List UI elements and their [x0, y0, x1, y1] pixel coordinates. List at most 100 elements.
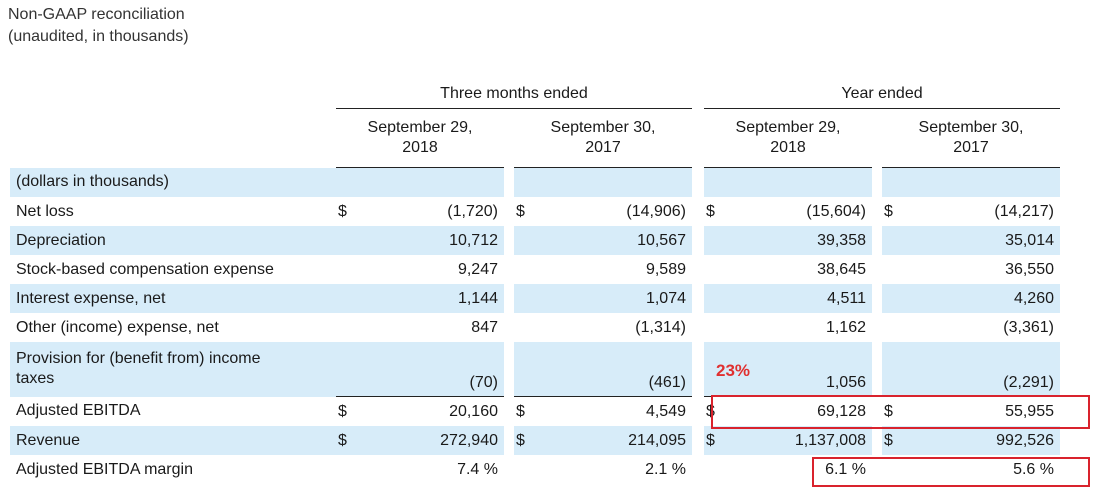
value-cell: 10,567: [546, 226, 692, 255]
currency-symbol: [704, 342, 736, 397]
value-cell: 1,056: [736, 342, 872, 397]
currency-symbol: [704, 255, 736, 284]
value-cell: (2,291): [914, 342, 1060, 397]
reconciliation-table: Three months ended Year ended September 2…: [10, 80, 1060, 484]
currency-symbol: [704, 226, 736, 255]
value-cell: 1,144: [368, 284, 504, 313]
value-cell: [736, 167, 872, 197]
value-cell: 1,162: [825, 318, 866, 336]
row-label: Other (income) expense, net: [16, 318, 219, 336]
table-row: Stock-based compensation expense 9,247 9,5…: [10, 255, 1060, 284]
value-cell: 1,137,008: [736, 426, 872, 455]
value-cell: 272,940: [368, 426, 504, 455]
currency-symbol: [882, 342, 914, 397]
currency-symbol: [882, 313, 914, 342]
value-cell: 4,549: [546, 396, 692, 426]
currency-symbol: $: [882, 426, 914, 455]
currency-symbol: [514, 255, 546, 284]
currency-symbol: [704, 455, 736, 484]
table-row: Interest expense, net 1,144 1,074 4,511 4,26…: [10, 284, 1060, 313]
table-row: Depreciation 10,712 10,567 39,358 35,014: [10, 226, 1060, 255]
value-cell: 9,589: [645, 260, 686, 278]
currency-symbol: [882, 284, 914, 313]
table-body: (dollars in thousands) Net loss $ (1,720) $(…: [10, 167, 1060, 485]
value-cell: 1,074: [546, 284, 692, 313]
currency-symbol: [336, 313, 368, 342]
currency-symbol: $: [882, 396, 914, 426]
col-header-4: September 30, 2017: [882, 108, 1060, 168]
group-year: Year ended: [704, 80, 1060, 109]
row-label: Provision for (benefit from) income taxes: [10, 342, 336, 397]
group-header-row: Three months ended Year ended: [10, 80, 1060, 109]
table-row: Provision for (benefit from) income taxes…: [10, 342, 1060, 397]
col-header-2: September 30, 2017: [514, 108, 692, 168]
value-cell: (1,720): [447, 202, 498, 220]
highlight-box-ebitda-margin: [812, 457, 1090, 487]
currency-symbol: [514, 313, 546, 342]
currency-symbol: $: [706, 202, 715, 220]
value-cell: 35,014: [914, 226, 1060, 255]
value-cell: (1,314): [635, 318, 686, 336]
currency-symbol: [882, 167, 914, 197]
currency-symbol: $: [336, 426, 368, 455]
currency-symbol: $: [336, 396, 368, 426]
date-header-row: September 29, 2018 September 30, 2017 Septem…: [10, 108, 1060, 168]
row-label: Interest expense, net: [10, 284, 336, 313]
value-cell: 7.4 %: [457, 460, 498, 478]
col-header-3: September 29, 2018: [704, 108, 872, 168]
value-cell: 5.6 %: [1013, 460, 1054, 478]
row-label: Revenue: [10, 426, 336, 455]
value-cell: 847: [471, 318, 498, 336]
value-cell: (15,604): [806, 202, 866, 220]
currency-symbol: [514, 284, 546, 313]
currency-symbol: [514, 342, 546, 397]
row-label: Net loss: [16, 202, 74, 220]
currency-symbol: [704, 313, 736, 342]
table-row: (dollars in thousands): [10, 167, 1060, 197]
col-header-1: September 29, 2018: [336, 108, 504, 168]
value-cell: 6.1 %: [825, 460, 866, 478]
currency-symbol: [336, 284, 368, 313]
growth-annotation: 23%: [716, 361, 751, 380]
currency-symbol: [336, 342, 368, 397]
value-cell: [368, 167, 504, 197]
table-row: Revenue $272,940 $214,095 $1,137,008 $992,52…: [10, 426, 1060, 455]
currency-symbol: $: [704, 396, 736, 426]
group-three-months: Three months ended: [336, 80, 692, 109]
title-main: Non-GAAP reconciliation: [8, 6, 185, 23]
value-cell: [546, 167, 692, 197]
title-sub: (unaudited, in thousands): [8, 28, 189, 45]
value-cell: 4,260: [914, 284, 1060, 313]
currency-symbol: [704, 167, 736, 197]
value-cell: 9,247: [457, 260, 498, 278]
currency-symbol: [882, 226, 914, 255]
value-cell: 4,511: [736, 284, 872, 313]
value-cell: (3,361): [1003, 318, 1054, 336]
currency-symbol: [704, 284, 736, 313]
table-row: Net loss $ (1,720) $ (14,906) $ (15,604) $ (14,2…: [10, 197, 1060, 226]
value-cell: 992,526: [914, 426, 1060, 455]
value-cell: (14,906): [626, 202, 686, 220]
value-cell: (70): [368, 342, 504, 397]
currency-symbol: [336, 455, 368, 484]
value-cell: 39,358: [736, 226, 872, 255]
currency-symbol: [514, 167, 546, 197]
row-label: Depreciation: [10, 226, 336, 255]
currency-symbol: [882, 255, 914, 284]
value-cell: 214,095: [546, 426, 692, 455]
currency-symbol: [336, 226, 368, 255]
currency-symbol: [336, 167, 368, 197]
table-row: Adjusted EBITDA margin 7.4 % 2.1 % 6.1 % 5.6…: [10, 455, 1060, 484]
currency-symbol: $: [704, 426, 736, 455]
currency-symbol: $: [884, 202, 893, 220]
value-cell: (14,217): [994, 202, 1054, 220]
value-cell: (461): [546, 342, 692, 397]
currency-symbol: [514, 226, 546, 255]
document-title: Non-GAAP reconciliation (unaudited, in t…: [8, 4, 189, 48]
value-cell: 36,550: [1005, 260, 1054, 278]
table-row: Other (income) expense, net 847 (1,314) 1,1…: [10, 313, 1060, 342]
value-cell: 2.1 %: [645, 460, 686, 478]
table-row: Adjusted EBITDA $20,160 $4,549 $69,128 $55,9…: [10, 396, 1060, 426]
row-label: Stock-based compensation expense: [16, 260, 274, 278]
